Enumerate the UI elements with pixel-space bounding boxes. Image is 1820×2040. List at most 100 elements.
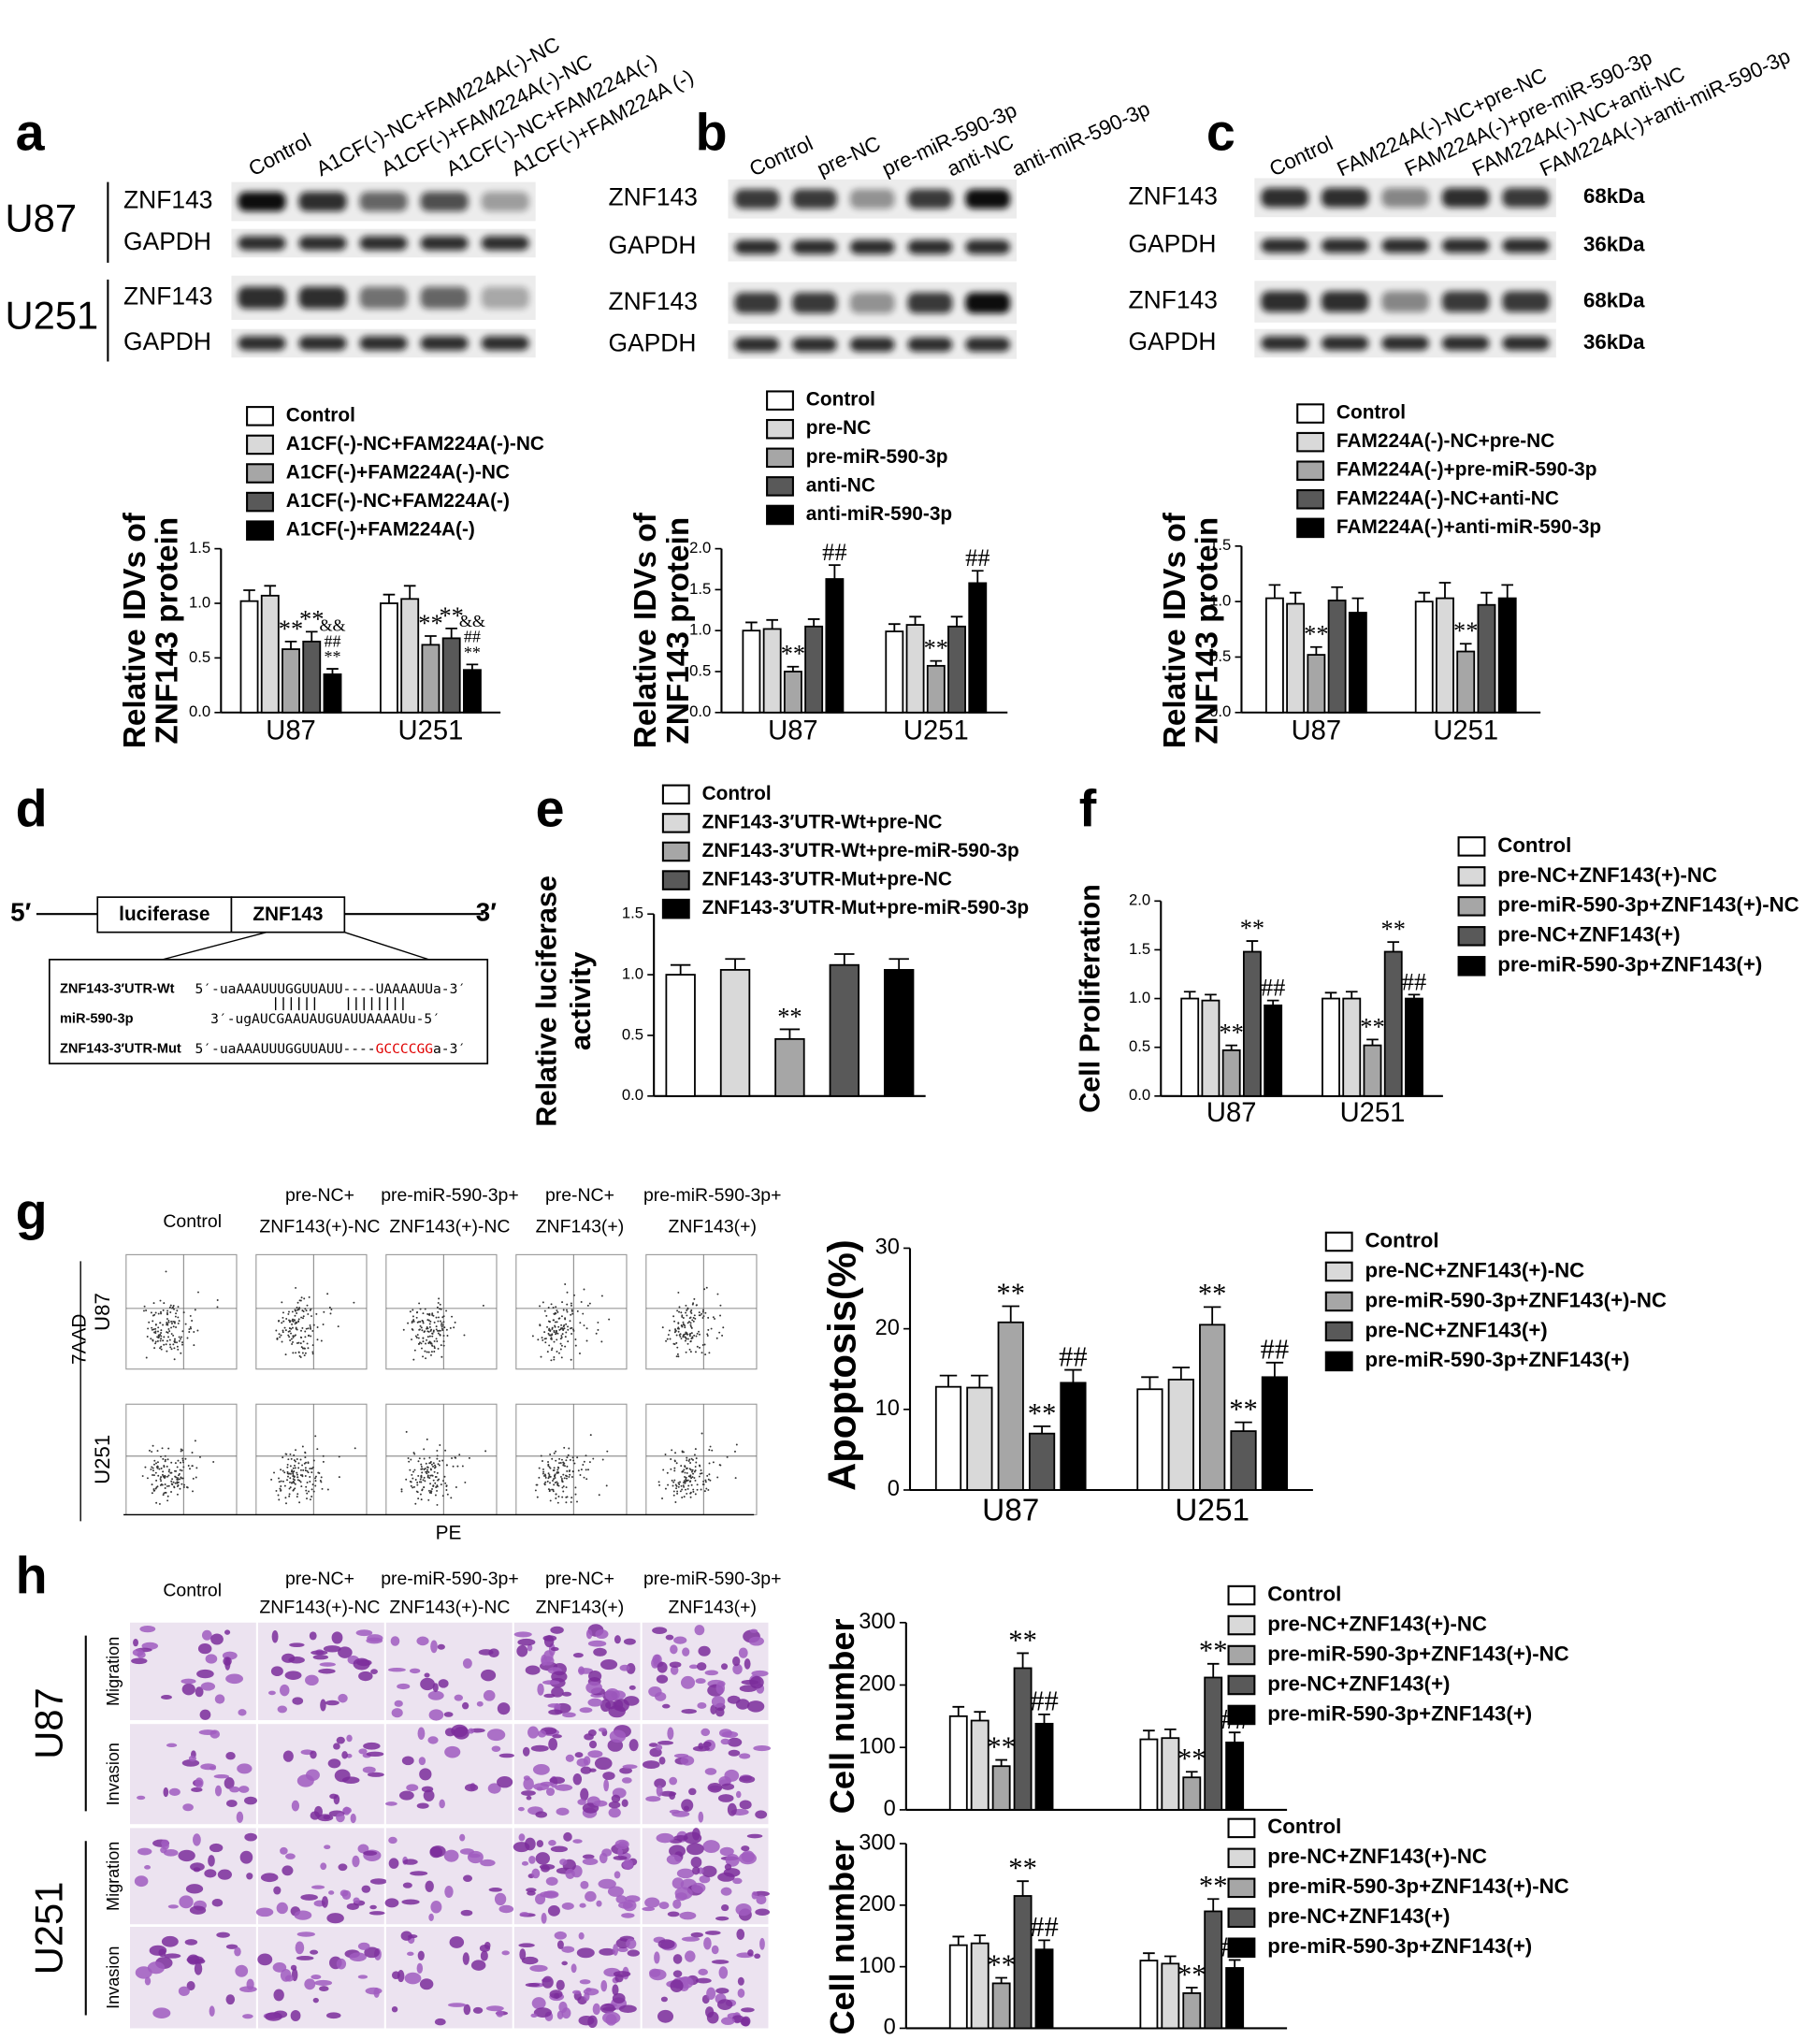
panel-letter: b xyxy=(696,104,728,162)
flow-dot xyxy=(420,1481,423,1483)
stained-cell xyxy=(587,1640,607,1647)
flow-dot xyxy=(455,1486,457,1488)
flow-dot xyxy=(556,1351,558,1353)
flow-dot xyxy=(565,1323,568,1325)
flow-dot xyxy=(675,1341,678,1344)
flow-dot xyxy=(410,1458,412,1461)
flow-dot xyxy=(304,1352,307,1354)
flow-plot xyxy=(385,1253,498,1370)
stained-cell xyxy=(404,1972,422,1985)
stained-cell xyxy=(147,1961,166,1975)
kda-label: 68kDa xyxy=(1583,288,1645,311)
legend-label: A1CF(-)+FAM224A(-) xyxy=(286,519,475,541)
legend-swatch xyxy=(1457,926,1486,947)
blot-band xyxy=(1502,239,1550,253)
stained-cell xyxy=(323,1645,341,1653)
flow-dot xyxy=(690,1338,693,1339)
flow-dot xyxy=(427,1498,430,1501)
stained-cell xyxy=(535,1811,548,1818)
flow-dot xyxy=(565,1501,568,1504)
legend-label: anti-miR-590-3p xyxy=(806,503,952,525)
cell-line-label: U251 xyxy=(27,1882,71,1975)
stained-cell xyxy=(676,1868,695,1879)
stained-cell xyxy=(341,1889,352,1901)
stained-cell xyxy=(439,1799,445,1809)
flow-dot xyxy=(181,1477,184,1480)
stained-cell xyxy=(628,1739,639,1752)
bar xyxy=(1456,650,1476,714)
bar xyxy=(885,630,904,714)
flow-dot xyxy=(437,1332,440,1335)
flow-dot xyxy=(427,1489,430,1492)
stained-cell xyxy=(519,1948,527,1960)
flow-dot xyxy=(162,1309,165,1311)
flow-dot xyxy=(154,1311,157,1314)
flow-dot xyxy=(292,1336,295,1338)
flow-dot xyxy=(708,1473,711,1476)
flow-dot xyxy=(180,1476,182,1479)
flow-dot xyxy=(284,1353,287,1356)
stained-cell xyxy=(626,1938,637,1949)
flow-dot xyxy=(278,1477,280,1480)
stained-cell xyxy=(205,1654,218,1664)
flow-dot xyxy=(157,1474,160,1477)
significance-mark: ## xyxy=(464,628,481,646)
blot-band xyxy=(792,239,837,254)
group-label: ZNF143(+)-NC xyxy=(389,1216,510,1237)
flow-dot xyxy=(464,1481,467,1483)
flow-dot xyxy=(167,1484,170,1487)
stained-cell xyxy=(600,1979,608,1992)
error-bar xyxy=(1366,1038,1379,1046)
y-axis-label: ZNF143 protein xyxy=(1191,517,1225,745)
flow-dot xyxy=(412,1315,414,1318)
error-bar xyxy=(670,963,691,976)
flow-dot xyxy=(152,1444,154,1447)
flow-dot xyxy=(167,1327,170,1330)
stained-cell xyxy=(648,1686,662,1698)
flow-dot xyxy=(159,1339,162,1342)
flow-dot xyxy=(583,1324,585,1327)
flow-dot xyxy=(434,1464,436,1467)
stained-cell xyxy=(602,2011,621,2024)
flow-dot xyxy=(691,1336,694,1338)
stained-cell xyxy=(284,1975,294,1982)
error-bar xyxy=(995,1976,1007,1984)
stained-cell xyxy=(608,1801,621,1809)
stained-cell xyxy=(483,1689,496,1701)
significance-mark: ## xyxy=(324,631,340,650)
stained-cell xyxy=(548,1840,556,1846)
flow-dot xyxy=(441,1355,443,1358)
legend-swatch xyxy=(766,476,794,497)
flow-dot xyxy=(432,1314,435,1317)
error-bar xyxy=(1002,1305,1019,1323)
stained-cell xyxy=(622,1764,638,1770)
stained-cell xyxy=(565,1868,575,1879)
flow-dot xyxy=(440,1324,442,1326)
flow-dot xyxy=(163,1336,166,1338)
flow-dot xyxy=(684,1324,686,1327)
blot-band xyxy=(359,336,408,351)
stained-cell xyxy=(336,1813,345,1823)
flow-dot xyxy=(566,1469,569,1472)
legend-swatch xyxy=(1457,956,1486,977)
flow-dot xyxy=(155,1462,157,1465)
flow-dot xyxy=(413,1485,415,1488)
five-prime: 5′ xyxy=(10,898,31,927)
flow-dot xyxy=(666,1471,669,1474)
stained-cell xyxy=(694,1625,705,1636)
stained-cell xyxy=(628,1685,636,1690)
flow-dot xyxy=(322,1324,325,1325)
stained-cell xyxy=(519,1912,529,1917)
stained-cell xyxy=(304,1978,316,1990)
flow-dot xyxy=(699,1346,701,1349)
stained-cell xyxy=(622,1861,632,1868)
blot-band xyxy=(298,192,347,211)
flow-dot xyxy=(574,1344,577,1347)
stained-cell xyxy=(459,1833,466,1842)
flow-dot xyxy=(160,1476,163,1479)
flow-dot xyxy=(558,1462,560,1465)
stained-cell xyxy=(329,1793,338,1800)
stained-cell xyxy=(313,1805,324,1817)
flow-dot xyxy=(328,1306,331,1309)
stained-cell xyxy=(311,1650,328,1656)
